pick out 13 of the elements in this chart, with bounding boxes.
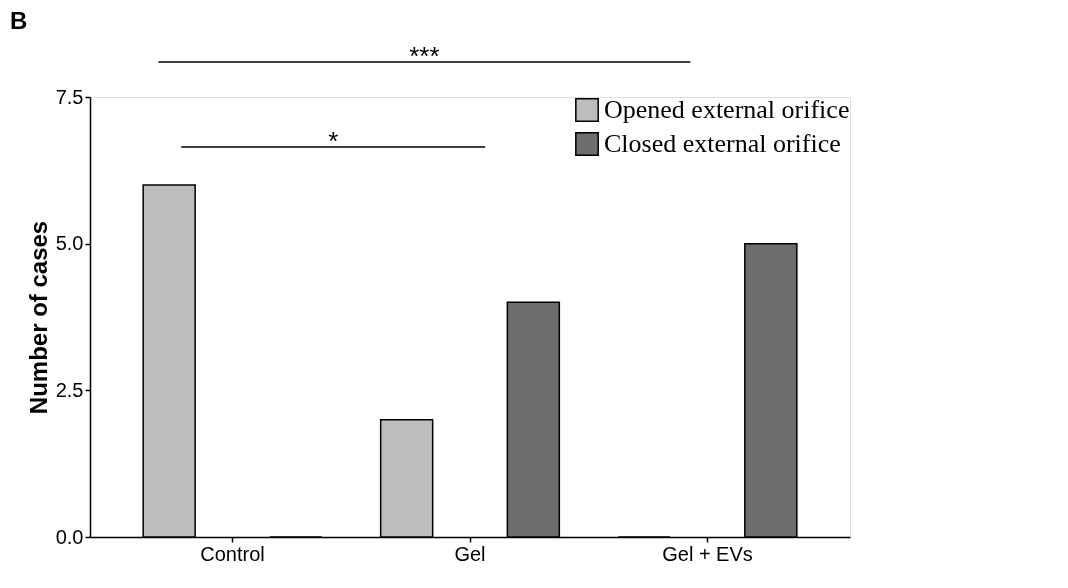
y-tick-label: 7.5 [55, 85, 84, 108]
y-axis-title: Number of cases [24, 220, 52, 415]
y-tick-label: 0.0 [55, 525, 84, 548]
y-tick-label: 2.5 [55, 378, 84, 401]
legend-label: Closed external orifice [604, 129, 841, 158]
x-tick-label: Gel + EVs [662, 542, 753, 565]
legend-label: Opened external orifice [604, 95, 850, 124]
chart-title: B [10, 7, 28, 34]
x-tick-label: Control [200, 542, 265, 565]
text: *** [409, 41, 440, 71]
x-tick-label: Gel [454, 542, 486, 565]
y-tick-label: 5.0 [55, 232, 84, 255]
annotation: * [328, 126, 339, 156]
